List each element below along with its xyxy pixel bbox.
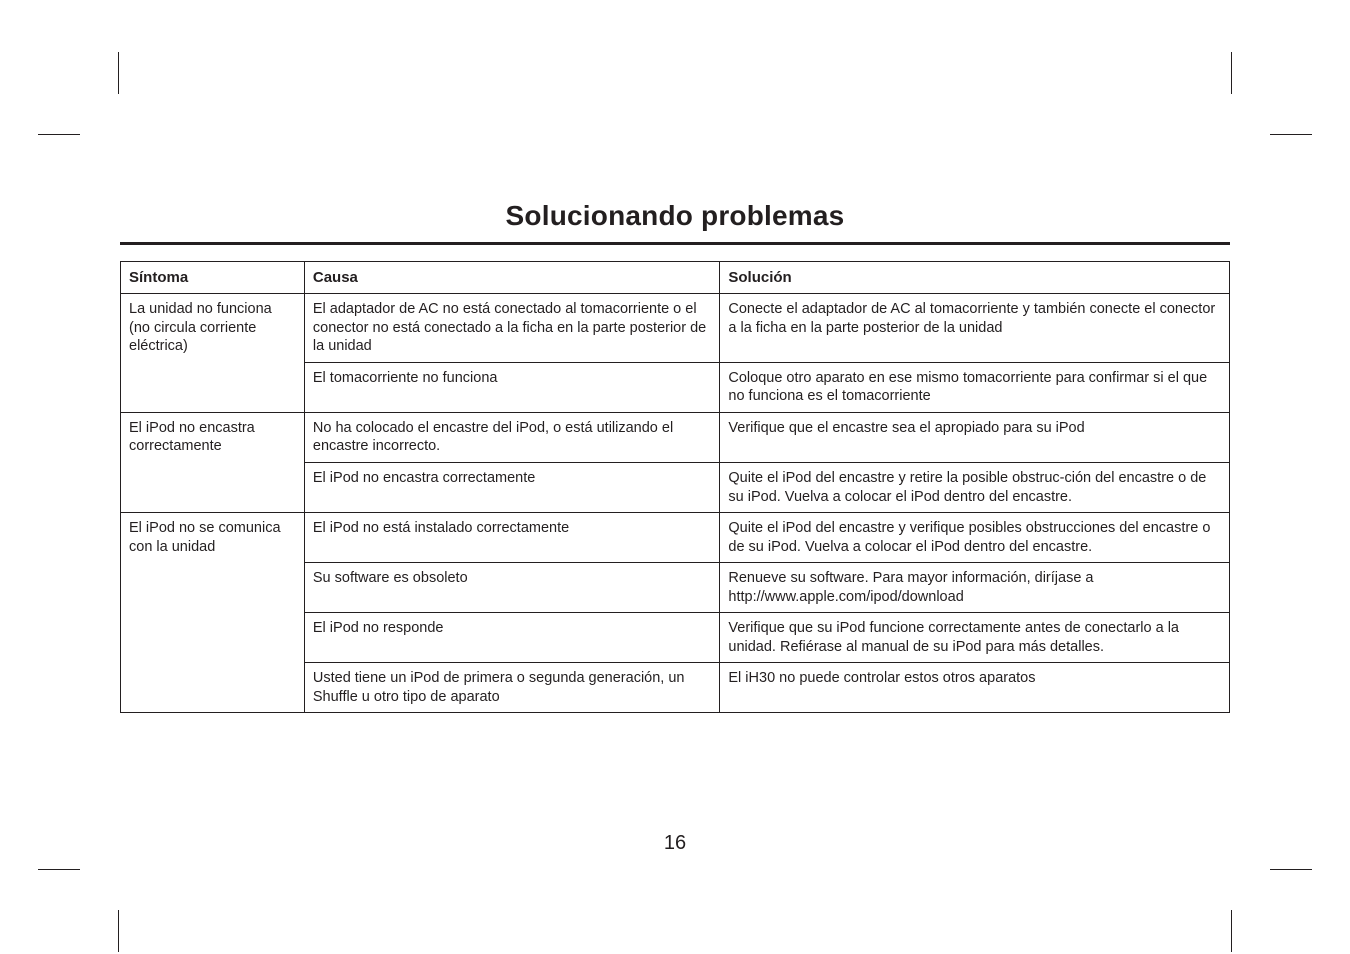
title-rule — [120, 242, 1230, 245]
cell-solucion: Conecte el adaptador de AC al tomacorrie… — [720, 294, 1230, 363]
cell-sintoma-empty — [121, 563, 305, 613]
cell-solucion: Coloque otro aparato en ese mismo tomaco… — [720, 362, 1230, 412]
cell-sintoma: El iPod no encastra correctamente — [121, 412, 305, 462]
cell-solucion: El iH30 no puede controlar estos otros a… — [720, 663, 1230, 713]
col-sintoma-header: Síntoma — [121, 262, 305, 294]
cell-solucion: Verifique que su iPod funcione correctam… — [720, 613, 1230, 663]
col-solucion-header: Solución — [720, 262, 1230, 294]
table-row: Su software es obsoleto Renueve su softw… — [121, 563, 1230, 613]
cell-causa: El adaptador de AC no está conectado al … — [304, 294, 720, 363]
page-content: Solucionando problemas Síntoma Causa Sol… — [120, 200, 1230, 713]
cell-solucion: Quite el iPod del encastre y verifique p… — [720, 513, 1230, 563]
crop-mark — [118, 52, 119, 94]
table-row: El iPod no responde Verifique que su iPo… — [121, 613, 1230, 663]
crop-mark — [118, 910, 119, 952]
page-title: Solucionando problemas — [120, 200, 1230, 232]
table-row: La unidad no funciona (no circula corrie… — [121, 294, 1230, 363]
table-row: Usted tiene un iPod de primera o segunda… — [121, 663, 1230, 713]
troubleshooting-table: Síntoma Causa Solución La unidad no func… — [120, 261, 1230, 713]
table-row: El iPod no se comunica con la unidad El … — [121, 513, 1230, 563]
col-causa-header: Causa — [304, 262, 720, 294]
cell-causa: No ha colocado el encastre del iPod, o e… — [304, 412, 720, 462]
crop-mark — [38, 869, 80, 870]
crop-mark — [1270, 869, 1312, 870]
crop-mark — [1231, 910, 1232, 952]
cell-solucion: Verifique que el encastre sea el apropia… — [720, 412, 1230, 462]
table-row: El tomacorriente no funciona Coloque otr… — [121, 362, 1230, 412]
cell-causa: El iPod no está instalado correctamente — [304, 513, 720, 563]
crop-mark — [1270, 134, 1312, 135]
table-row: El iPod no encastra correctamente No ha … — [121, 412, 1230, 462]
cell-sintoma: La unidad no funciona (no circula corrie… — [121, 294, 305, 363]
cell-causa: Usted tiene un iPod de primera o segunda… — [304, 663, 720, 713]
cell-causa: El iPod no encastra correctamente — [304, 463, 720, 513]
cell-sintoma-empty — [121, 463, 305, 513]
table-row: El iPod no encastra correctamente Quite … — [121, 463, 1230, 513]
page-number: 16 — [0, 832, 1350, 855]
cell-solucion: Renueve su software. Para mayor informac… — [720, 563, 1230, 613]
cell-causa: El iPod no responde — [304, 613, 720, 663]
crop-mark — [1231, 52, 1232, 94]
cell-solucion: Quite el iPod del encastre y retire la p… — [720, 463, 1230, 513]
cell-causa: Su software es obsoleto — [304, 563, 720, 613]
cell-sintoma-empty — [121, 362, 305, 412]
cell-causa: El tomacorriente no funciona — [304, 362, 720, 412]
table-header-row: Síntoma Causa Solución — [121, 262, 1230, 294]
cell-sintoma-empty — [121, 613, 305, 663]
crop-mark — [38, 134, 80, 135]
cell-sintoma: El iPod no se comunica con la unidad — [121, 513, 305, 563]
cell-sintoma-empty — [121, 663, 305, 713]
